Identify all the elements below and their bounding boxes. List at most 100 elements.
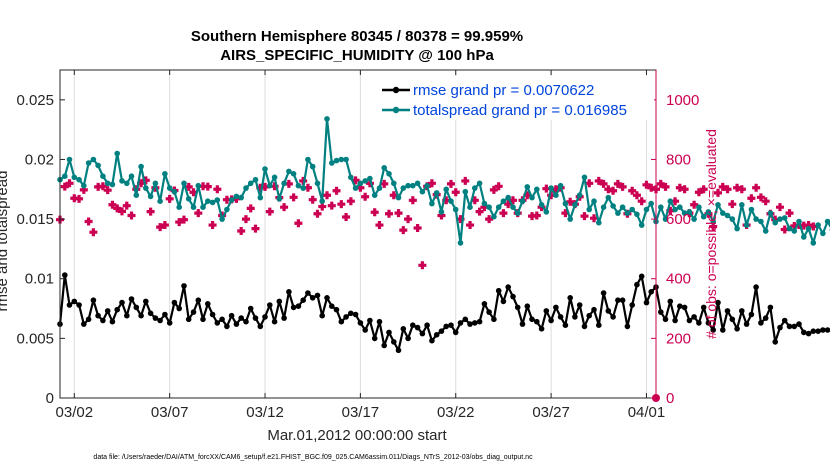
totalspread-point	[324, 116, 330, 122]
rmse-point	[739, 308, 745, 314]
obs-possible-marker	[117, 207, 126, 216]
rmse-point	[238, 315, 244, 321]
rmse-point	[376, 318, 383, 325]
totalspread-point	[572, 202, 578, 208]
totalspread-point	[119, 178, 125, 184]
grid-lines	[73, 70, 647, 398]
rmse-point	[281, 315, 287, 321]
rmse-point	[820, 327, 826, 333]
obs-possible-marker	[637, 197, 646, 206]
rmse-point	[495, 287, 502, 294]
totalspread-point	[758, 218, 764, 225]
rmse-point	[538, 326, 545, 332]
totalspread-point	[724, 212, 731, 219]
totalspread-point	[662, 216, 669, 222]
obs-possible-marker	[475, 207, 484, 216]
totalspread-point	[820, 230, 826, 237]
rmse-point	[777, 324, 783, 331]
rmse-point	[319, 312, 326, 319]
rmse-point	[104, 308, 111, 314]
obs-possible-marker	[618, 182, 627, 191]
obs-possible-marker	[179, 215, 188, 224]
totalspread-point	[138, 163, 144, 170]
rmse-point	[152, 315, 159, 321]
data-file-footnote: data file: /Users/raeder/DAI/ATM_forcXX/…	[93, 454, 533, 461]
totalspread-point	[195, 182, 202, 189]
totalspread-point	[205, 198, 211, 204]
rmse-point	[124, 312, 130, 319]
obs-possible-marker	[389, 191, 398, 200]
totalspread-point	[276, 196, 283, 202]
rmse-point	[529, 316, 535, 323]
y-axis-label-right: # of obs: o=possible; ×=evaluated	[703, 129, 719, 339]
obs-possible-marker	[499, 209, 508, 218]
obs-possible-marker	[65, 179, 74, 188]
rmse-point	[338, 318, 345, 325]
plot-area	[60, 70, 656, 398]
totalspread-point	[634, 211, 640, 218]
rmse-point	[419, 330, 426, 337]
totalspread-point	[529, 194, 535, 201]
totalspread-point	[467, 204, 473, 210]
totalspread-point	[710, 218, 716, 225]
obs-possible-marker	[375, 221, 384, 230]
obs-possible-marker	[399, 226, 408, 235]
obs-possible-marker	[337, 200, 346, 209]
totalspread-point	[605, 194, 612, 201]
rmse-point	[600, 290, 607, 296]
rmse-point	[252, 315, 259, 321]
totalspread-point	[648, 200, 654, 207]
obs-possible-marker	[418, 261, 427, 270]
totalspread-point	[90, 156, 97, 163]
totalspread-point	[777, 216, 783, 222]
rmse-point	[572, 314, 578, 320]
obs-possible-marker	[75, 194, 84, 203]
totalspread-point	[171, 188, 178, 195]
totalspread-point	[419, 188, 426, 195]
rmse-point	[581, 323, 588, 330]
obs-possible-marker	[175, 218, 184, 227]
x-axis-label: Mar.01,2012 00:00:00 start	[267, 427, 447, 444]
rmse-point	[109, 318, 116, 325]
rmse-point	[362, 327, 369, 333]
rmse-point	[433, 332, 440, 338]
totalspread-point	[329, 160, 335, 166]
rmse-point	[357, 320, 364, 326]
obs-possible-marker	[60, 182, 69, 191]
obs-possible-marker	[413, 224, 422, 233]
totalspread-point	[691, 216, 697, 222]
totalspread-point	[424, 182, 430, 189]
totalspread-point	[352, 185, 359, 191]
rmse-point	[371, 335, 378, 342]
totalspread-point	[433, 190, 440, 196]
obs-possible-marker	[280, 203, 289, 212]
totalspread-point	[66, 156, 73, 163]
rmse-point	[758, 320, 764, 326]
obs-possible-marker	[594, 176, 603, 185]
totalspread-point	[247, 180, 254, 187]
totalspread-point	[734, 225, 740, 232]
rmse-point	[90, 297, 97, 304]
rmse-point	[629, 302, 635, 308]
rmse-point	[243, 318, 249, 325]
obs-possible-marker	[237, 227, 246, 236]
totalspread-point	[162, 171, 168, 177]
totalspread-point	[414, 180, 421, 187]
rmse-point	[381, 342, 388, 349]
rmse-point	[643, 299, 650, 306]
rmse-point	[114, 306, 120, 313]
obs-possible-marker	[761, 197, 770, 206]
rmse-point	[452, 329, 459, 336]
y-tick-label-right: 600	[666, 211, 691, 228]
totalspread-point	[143, 185, 149, 191]
totalspread-point	[805, 225, 812, 232]
totalspread-point	[357, 180, 364, 187]
y-tick-label-right: 800	[666, 151, 691, 168]
obs-possible-marker	[599, 179, 608, 188]
totalspread-point	[615, 210, 621, 216]
rmse-point	[462, 316, 469, 323]
rmse-point	[290, 304, 297, 311]
legend-box	[378, 76, 654, 120]
totalspread-point	[100, 173, 106, 179]
rmse-point	[815, 328, 821, 335]
